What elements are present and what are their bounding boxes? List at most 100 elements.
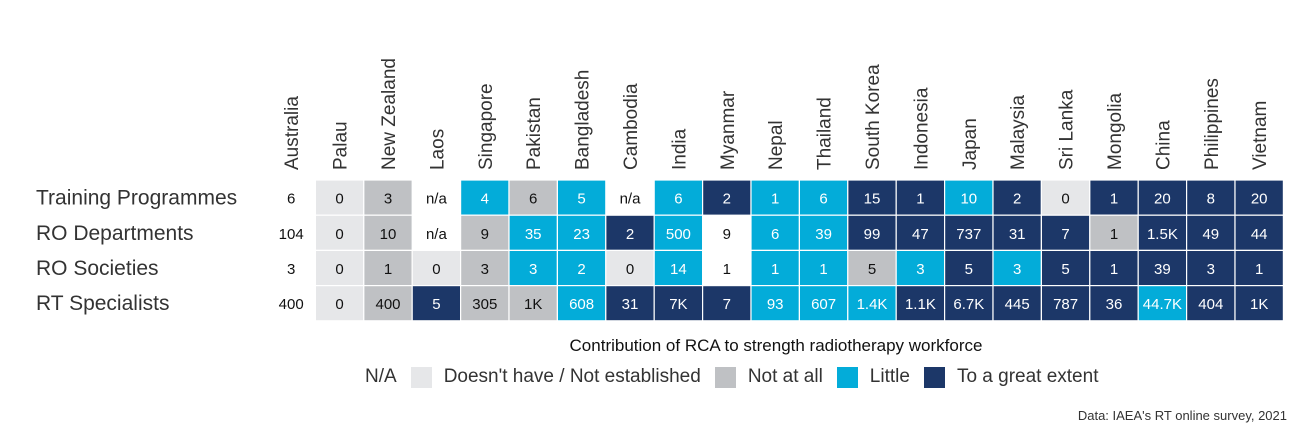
cell-value: 7K (669, 296, 687, 313)
cell-value: 5 (432, 296, 440, 313)
cell-value: 1K (524, 296, 542, 313)
cell-value: 3 (529, 261, 537, 278)
heatmap-cell (1185, 179, 1236, 216)
heatmap-cell (363, 179, 413, 216)
heatmap-cell (1137, 179, 1188, 216)
cell-value: 14 (670, 261, 687, 278)
heatmap-cell (556, 285, 607, 322)
cell-value: 3 (287, 261, 295, 278)
heatmap-cell (943, 285, 994, 322)
column-label: Pakistan (524, 97, 545, 170)
heatmap-cell (798, 285, 849, 322)
heatmap-cell (363, 214, 413, 251)
column-label: Australia (282, 96, 303, 170)
cell-value: 1 (1255, 261, 1263, 278)
cell-value: 1.1K (905, 296, 936, 313)
cell-value: 1 (384, 261, 392, 278)
column-label: Mongolia (1105, 92, 1126, 170)
legend-label: N/A (365, 366, 397, 387)
row-label: Training Programmes (36, 187, 237, 210)
column-label: Indonesia (911, 87, 932, 170)
heatmap-cell (847, 285, 897, 322)
heatmap-cell (508, 214, 559, 251)
row-label: RT Specialists (36, 292, 169, 315)
heatmap-cell (1137, 285, 1188, 322)
cell-value: n/a (620, 191, 642, 208)
cell-value: 39 (815, 226, 832, 243)
cell-value: 1K (1250, 296, 1268, 313)
cell-value: 5 (868, 261, 876, 278)
heatmap-chart: Australia Palau New Zealand Laos Singapore Pa… (36, 58, 1285, 322)
legend-swatch (836, 366, 858, 388)
column-label: Singapore (476, 83, 497, 170)
heatmap-cell (1234, 214, 1285, 251)
cell-value: 500 (666, 226, 691, 243)
heatmap-cell (1040, 179, 1091, 216)
heatmap-cell (1234, 179, 1285, 216)
cell-value: 5 (1061, 261, 1069, 278)
cell-value: 1 (1110, 191, 1118, 208)
column-label: New Zealand (379, 58, 400, 170)
heatmap-cell (363, 285, 413, 322)
cell-value: 23 (573, 226, 590, 243)
cell-value: 44 (1251, 226, 1268, 243)
legend-label: To a great extent (956, 366, 1099, 387)
cell-value: 0 (626, 261, 634, 278)
cell-value: 104 (279, 226, 304, 243)
cell-value: 6 (674, 191, 682, 208)
cell-value: 400 (375, 296, 400, 313)
heatmap-cell (992, 214, 1043, 251)
column-label: Laos (427, 129, 448, 170)
cell-value: 0 (335, 296, 343, 313)
heatmap-cell (653, 179, 704, 216)
column-label: Vietnam (1250, 101, 1271, 170)
cell-value: 3 (916, 261, 924, 278)
cell-value: 787 (1053, 296, 1078, 313)
cell-value: 20 (1251, 191, 1268, 208)
column-label: Nepal (766, 120, 787, 170)
legend-item: N/A (332, 366, 397, 388)
cell-value: 49 (1202, 226, 1219, 243)
heatmap-cell (314, 214, 365, 251)
heatmap-cell (460, 285, 510, 322)
cell-value: n/a (426, 191, 448, 208)
legend-item: Not at all (714, 366, 823, 388)
heatmap-cell (895, 249, 946, 287)
heatmap-cell (460, 214, 510, 251)
heatmap-cell (750, 249, 801, 287)
cell-value: 2 (577, 261, 585, 278)
legend-label: Doesn't have / Not established (443, 366, 701, 387)
cell-value: 1 (1110, 226, 1118, 243)
cell-value: 737 (956, 226, 981, 243)
heatmap-cell (556, 214, 607, 251)
cell-value: 47 (912, 226, 929, 243)
cell-value: 2 (626, 226, 634, 243)
heatmap-cell (653, 249, 704, 287)
cell-value: 3 (481, 261, 489, 278)
source-note: Data: IAEA's RT online survey, 2021 (1077, 408, 1287, 423)
cell-value: 2 (1013, 191, 1021, 208)
heatmap-cell (1040, 249, 1091, 287)
cell-value: 404 (1198, 296, 1223, 313)
cell-value: 0 (335, 191, 343, 208)
cell-value: 7 (1061, 226, 1069, 243)
row-label: RO Departments (36, 222, 194, 245)
cell-value: 1 (771, 191, 779, 208)
cell-value: 93 (767, 296, 784, 313)
column-label: Myanmar (718, 90, 739, 170)
column-label: Cambodia (621, 83, 642, 170)
heatmap-cell (314, 249, 365, 287)
column-label: South Korea (863, 64, 884, 170)
cell-value: 8 (1207, 191, 1215, 208)
heatmap-cell (798, 249, 849, 287)
column-label: Thailand (815, 97, 836, 170)
heatmap-cell (798, 214, 849, 251)
cell-value: 608 (569, 296, 594, 313)
heatmap-cell (1185, 249, 1236, 287)
cell-value: 1.5K (1147, 226, 1178, 243)
cell-value: 0 (335, 226, 343, 243)
cell-value: 31 (1009, 226, 1026, 243)
heatmap-cell (847, 179, 897, 216)
column-label: Philippines (1202, 78, 1223, 170)
cell-value: 0 (335, 261, 343, 278)
